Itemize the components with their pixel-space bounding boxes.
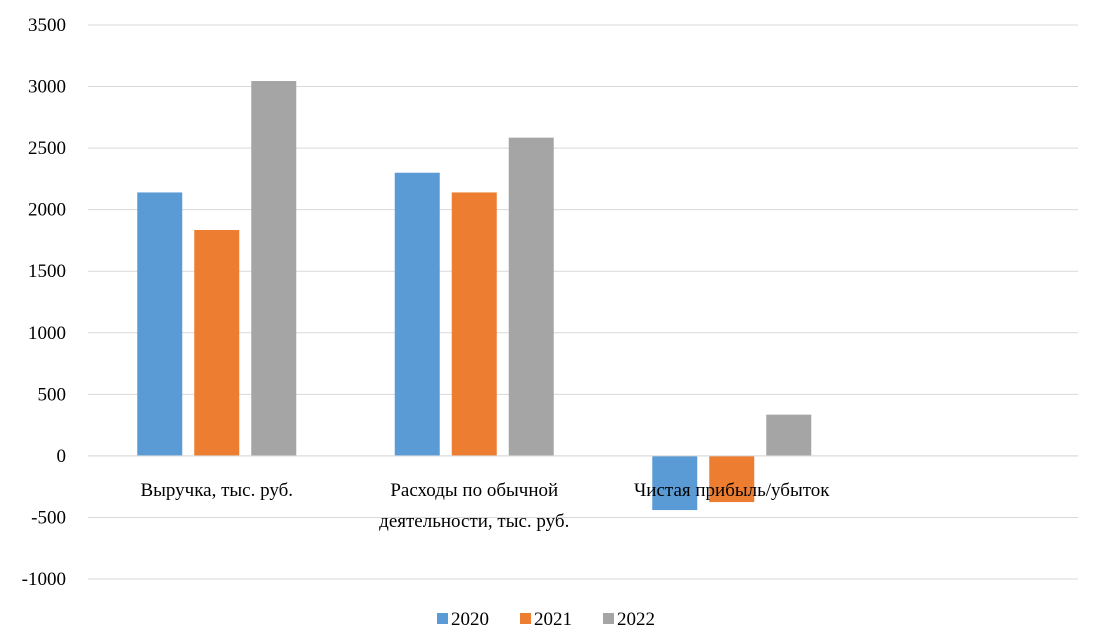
category-label: деятельности, тыс. руб. [379, 511, 569, 532]
legend-swatch [437, 613, 448, 624]
legend-swatch [520, 613, 531, 624]
y-tick-label: -1000 [22, 569, 66, 590]
bar-2020-cat-1 [394, 172, 440, 456]
legend-label: 2020 [451, 609, 489, 630]
bar-2022-cat-2 [766, 414, 812, 456]
y-tick-label: 3000 [28, 77, 66, 98]
y-tick-label: 1000 [28, 323, 66, 344]
bar-2021-cat-2 [709, 455, 755, 503]
y-tick-label: 1500 [28, 261, 66, 282]
y-tick-label: 2500 [28, 138, 66, 159]
bar-2022-cat-0 [251, 81, 297, 456]
legend-label: 2021 [534, 609, 572, 630]
bar-2020-cat-0 [137, 192, 183, 456]
legend-swatch [603, 613, 614, 624]
y-tick-label: -500 [31, 507, 66, 528]
category-label: Расходы по обычной [390, 480, 558, 501]
legend: 2020 2021 2022 [437, 609, 655, 630]
category-label: Выручка, тыс. руб. [140, 480, 293, 501]
bar-2021-cat-0 [194, 229, 240, 456]
category-labels: Выручка, тыс. руб. Расходы по обычной деят… [140, 480, 830, 532]
bar-2020-cat-2 [652, 455, 698, 511]
y-tick-label: 3500 [28, 15, 66, 36]
y-axis: 3500 3000 2500 2000 1500 1000 500 0 -500 -1000 [22, 15, 66, 590]
bar-2021-cat-1 [451, 192, 497, 456]
category-label: Чистая прибыль/убыток [634, 480, 830, 501]
y-tick-label: 2000 [28, 200, 66, 221]
y-tick-label: 0 [57, 446, 67, 467]
bars [88, 81, 1078, 511]
y-tick-label: 500 [38, 384, 67, 405]
bar-2022-cat-1 [508, 137, 554, 456]
legend-label: 2022 [617, 609, 655, 630]
